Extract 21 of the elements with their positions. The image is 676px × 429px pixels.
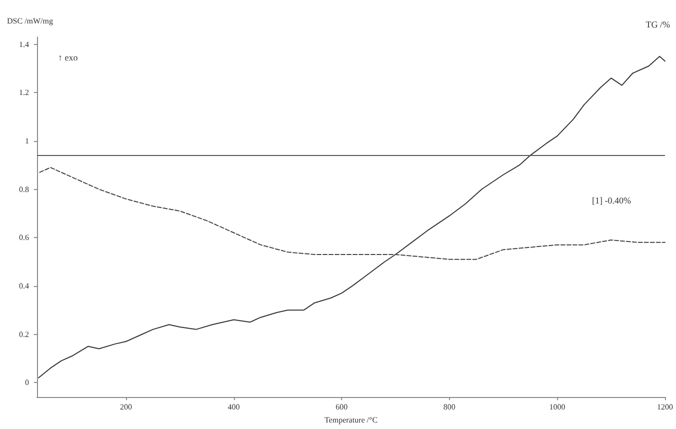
y-tick-label: 0.8 <box>19 184 29 194</box>
y-tick-label: 1 <box>25 136 29 146</box>
x-tick-label: 400 <box>228 402 240 412</box>
x-tick-label: 1000 <box>549 402 566 412</box>
line-series <box>39 167 666 260</box>
y-tick-label: 0.2 <box>19 330 29 339</box>
line-series <box>38 56 666 378</box>
annotation: ↑ exo <box>58 52 78 62</box>
y-axis-title: DSC /mW/mg <box>7 16 54 26</box>
y-tick-label: 0.6 <box>19 233 29 242</box>
x-tick-label: 1200 <box>657 402 673 412</box>
y-tick-label: 1.2 <box>19 88 29 98</box>
y-tick-label: 1.4 <box>19 40 29 49</box>
x-tick-label: 200 <box>120 402 132 412</box>
annotation: [1] -0.40% <box>592 196 632 206</box>
y-tick-label: 0 <box>25 378 29 388</box>
x-axis-title: Temperature /°C <box>324 416 378 424</box>
y-tick-label: 0.4 <box>19 281 29 290</box>
x-tick-label: 600 <box>336 402 348 412</box>
y2-axis-title: TG /% <box>646 20 671 30</box>
x-tick-label: 800 <box>443 402 456 412</box>
